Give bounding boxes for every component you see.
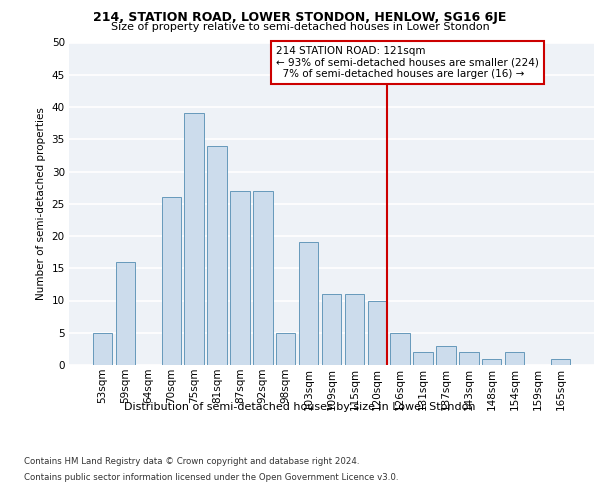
Bar xyxy=(208,146,227,365)
Bar xyxy=(505,352,524,365)
Text: Contains HM Land Registry data © Crown copyright and database right 2024.: Contains HM Land Registry data © Crown c… xyxy=(24,458,359,466)
Bar xyxy=(436,346,455,365)
Bar xyxy=(276,333,295,365)
Bar xyxy=(459,352,479,365)
Bar xyxy=(391,333,410,365)
Bar xyxy=(230,191,250,365)
Y-axis label: Number of semi-detached properties: Number of semi-detached properties xyxy=(36,108,46,300)
Text: 214, STATION ROAD, LOWER STONDON, HENLOW, SG16 6JE: 214, STATION ROAD, LOWER STONDON, HENLOW… xyxy=(94,11,506,24)
Bar xyxy=(184,114,204,365)
Text: 214 STATION ROAD: 121sqm
← 93% of semi-detached houses are smaller (224)
  7% of: 214 STATION ROAD: 121sqm ← 93% of semi-d… xyxy=(277,46,539,79)
Bar xyxy=(551,358,570,365)
Bar xyxy=(116,262,135,365)
Bar xyxy=(322,294,341,365)
Text: Contains public sector information licensed under the Open Government Licence v3: Contains public sector information licen… xyxy=(24,472,398,482)
Bar xyxy=(93,333,112,365)
Bar xyxy=(482,358,502,365)
Bar xyxy=(368,300,387,365)
Bar xyxy=(413,352,433,365)
Text: Distribution of semi-detached houses by size in Lower Stondon: Distribution of semi-detached houses by … xyxy=(124,402,476,412)
Bar xyxy=(299,242,319,365)
Bar xyxy=(161,198,181,365)
Bar xyxy=(344,294,364,365)
Text: Size of property relative to semi-detached houses in Lower Stondon: Size of property relative to semi-detach… xyxy=(110,22,490,32)
Bar xyxy=(253,191,272,365)
